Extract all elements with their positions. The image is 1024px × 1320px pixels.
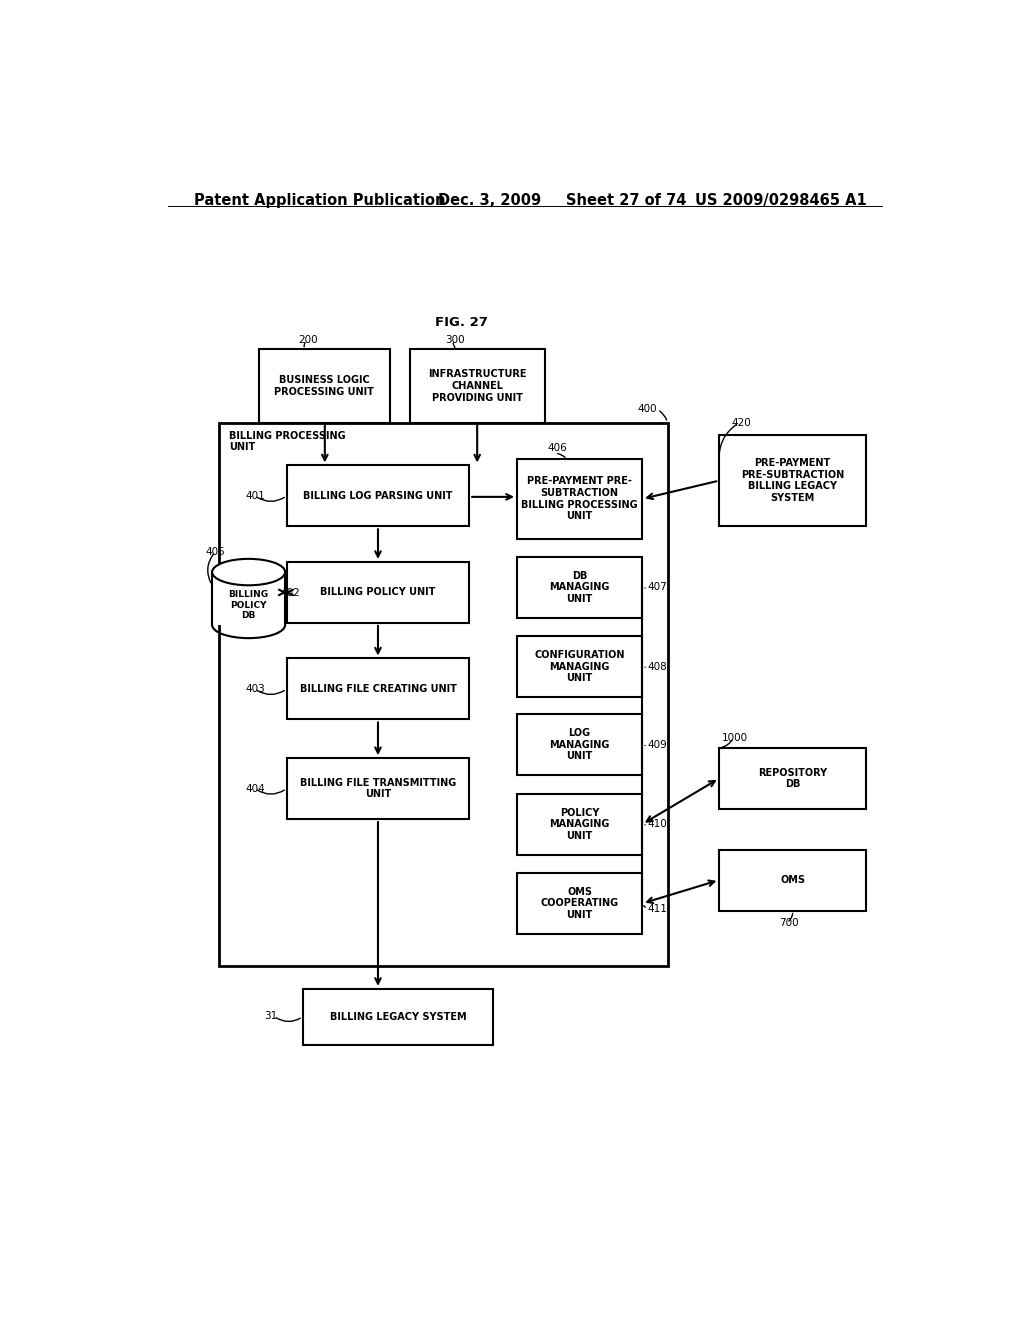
Text: 420: 420	[731, 417, 751, 428]
FancyBboxPatch shape	[287, 659, 469, 719]
FancyBboxPatch shape	[517, 714, 642, 775]
Text: BILLING POLICY UNIT: BILLING POLICY UNIT	[321, 587, 435, 598]
FancyBboxPatch shape	[287, 466, 469, 527]
Text: US 2009/0298465 A1: US 2009/0298465 A1	[695, 193, 867, 209]
Text: BILLING FILE TRANSMITTING
UNIT: BILLING FILE TRANSMITTING UNIT	[300, 777, 456, 800]
Text: 402: 402	[281, 589, 300, 598]
FancyBboxPatch shape	[517, 793, 642, 854]
Text: 1000: 1000	[722, 733, 748, 743]
Text: 405: 405	[206, 546, 225, 557]
FancyBboxPatch shape	[287, 562, 469, 623]
Text: 404: 404	[246, 784, 265, 793]
Text: Patent Application Publication: Patent Application Publication	[194, 193, 445, 209]
Text: BILLING LEGACY SYSTEM: BILLING LEGACY SYSTEM	[330, 1011, 466, 1022]
Text: 200: 200	[299, 335, 318, 346]
Text: BILLING FILE CREATING UNIT: BILLING FILE CREATING UNIT	[300, 684, 457, 694]
Text: BILLING
POLICY
DB: BILLING POLICY DB	[228, 590, 268, 620]
Text: PRE-PAYMENT
PRE-SUBTRACTION
BILLING LEGACY
SYSTEM: PRE-PAYMENT PRE-SUBTRACTION BILLING LEGA…	[741, 458, 844, 503]
FancyBboxPatch shape	[517, 459, 642, 539]
FancyBboxPatch shape	[719, 748, 866, 809]
Text: REPOSITORY
DB: REPOSITORY DB	[758, 768, 827, 789]
FancyBboxPatch shape	[410, 350, 545, 422]
Text: BUSINESS LOGIC
PROCESSING UNIT: BUSINESS LOGIC PROCESSING UNIT	[274, 375, 375, 397]
Text: OMS: OMS	[780, 875, 805, 884]
Text: 300: 300	[445, 335, 465, 346]
Text: 406: 406	[547, 444, 566, 453]
FancyBboxPatch shape	[219, 422, 668, 966]
FancyBboxPatch shape	[303, 989, 494, 1044]
Text: 700: 700	[778, 917, 799, 928]
Text: FIG. 27: FIG. 27	[435, 315, 487, 329]
Text: 411: 411	[648, 903, 668, 913]
Text: 401: 401	[246, 491, 265, 500]
Text: INFRASTRUCTURE
CHANNEL
PROVIDING UNIT: INFRASTRUCTURE CHANNEL PROVIDING UNIT	[428, 370, 526, 403]
Text: PRE-PAYMENT PRE-
SUBTRACTION
BILLING PROCESSING
UNIT: PRE-PAYMENT PRE- SUBTRACTION BILLING PRO…	[521, 477, 638, 521]
FancyBboxPatch shape	[517, 557, 642, 618]
Text: OMS
COOPERATING
UNIT: OMS COOPERATING UNIT	[541, 887, 618, 920]
Text: CONFIGURATION
MANAGING
UNIT: CONFIGURATION MANAGING UNIT	[535, 649, 625, 684]
Text: BILLING LOG PARSING UNIT: BILLING LOG PARSING UNIT	[303, 491, 453, 500]
FancyBboxPatch shape	[719, 434, 866, 527]
Text: Dec. 3, 2009: Dec. 3, 2009	[437, 193, 541, 209]
Text: BILLING PROCESSING
UNIT: BILLING PROCESSING UNIT	[228, 430, 345, 453]
FancyBboxPatch shape	[259, 350, 390, 422]
FancyBboxPatch shape	[719, 850, 866, 911]
Text: 31: 31	[264, 1011, 278, 1022]
Text: 409: 409	[648, 741, 668, 750]
Text: Sheet 27 of 74: Sheet 27 of 74	[566, 193, 686, 209]
Text: POLICY
MANAGING
UNIT: POLICY MANAGING UNIT	[549, 808, 609, 841]
Ellipse shape	[212, 558, 285, 585]
Text: 403: 403	[246, 684, 265, 694]
Text: 408: 408	[648, 661, 668, 672]
FancyBboxPatch shape	[212, 572, 285, 624]
FancyBboxPatch shape	[517, 873, 642, 935]
FancyBboxPatch shape	[287, 758, 469, 818]
Text: 407: 407	[648, 582, 668, 593]
Text: 410: 410	[648, 820, 668, 829]
FancyBboxPatch shape	[517, 636, 642, 697]
Text: 400: 400	[638, 404, 657, 414]
Text: LOG
MANAGING
UNIT: LOG MANAGING UNIT	[549, 729, 609, 762]
Text: DB
MANAGING
UNIT: DB MANAGING UNIT	[549, 570, 609, 605]
